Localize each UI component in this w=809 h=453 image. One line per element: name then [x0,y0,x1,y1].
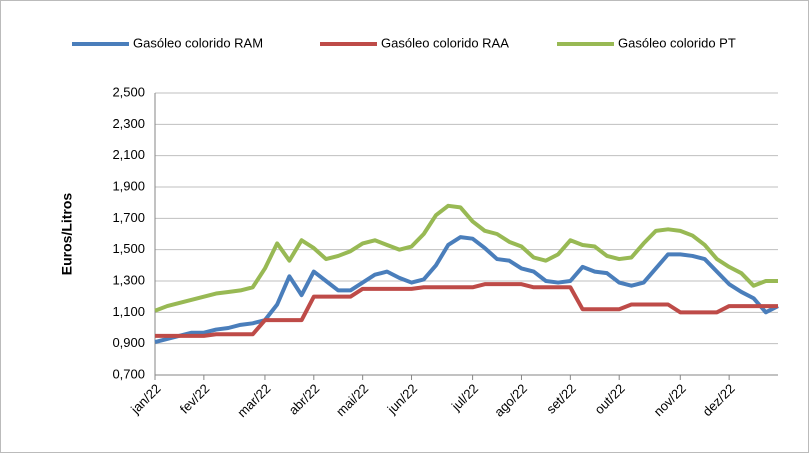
legend-label: Gasóleo colorido RAA [381,35,509,50]
y-axis-label: Euros/Litros [59,193,75,276]
legend-label: Gasóleo colorido PT [618,35,736,50]
y-tick-label: 0,700 [112,366,145,381]
y-tick-label: 0,900 [112,335,145,350]
legend-label: Gasóleo colorido RAM [133,35,263,50]
y-tick-label: 2,100 [112,147,145,162]
y-tick-label: 1,500 [112,241,145,256]
y-tick-label: 2,500 [112,84,145,99]
series-line [155,282,778,338]
y-tick-label: 2,300 [112,116,145,131]
y-tick-label: 1,100 [112,304,145,319]
y-tick-label: 1,300 [112,272,145,287]
y-tick-label: 1,700 [112,210,145,225]
series-line [154,235,779,345]
series-line [154,203,778,313]
y-tick-label: 1,900 [112,178,145,193]
